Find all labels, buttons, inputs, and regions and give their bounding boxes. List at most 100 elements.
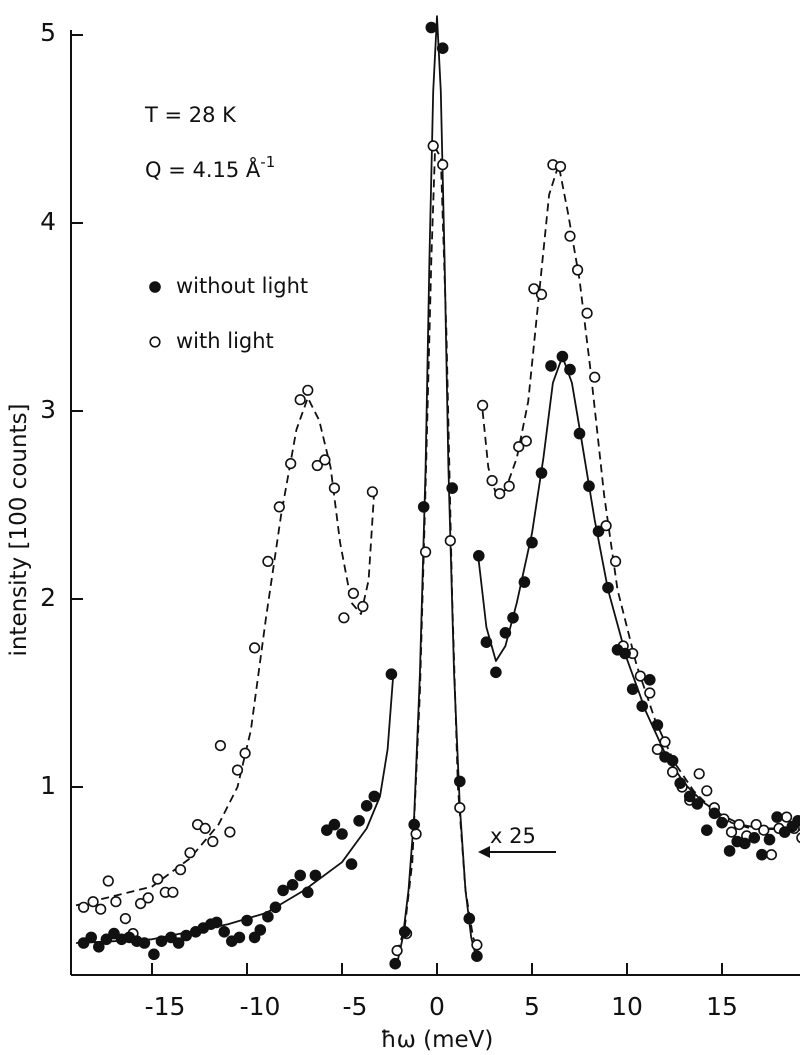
- data-point-with-light: [701, 785, 713, 797]
- data-point-without-light: [389, 957, 402, 970]
- data-points: [77, 21, 800, 970]
- data-point-with-light: [486, 475, 498, 487]
- data-point-with-light: [659, 736, 671, 748]
- data-point-with-light: [750, 818, 762, 831]
- data-point-with-light: [733, 818, 745, 831]
- data-point-with-light: [437, 159, 449, 171]
- data-point-without-light: [526, 536, 538, 549]
- data-point-with-light: [77, 901, 90, 913]
- data-point-with-light: [347, 587, 360, 600]
- legend-label-with-light: with light: [176, 329, 274, 353]
- data-point-with-light: [427, 140, 439, 152]
- data-point-with-light: [693, 768, 705, 780]
- data-point-with-light: [666, 766, 679, 778]
- data-point-without-light: [241, 914, 253, 927]
- data-point-with-light: [503, 480, 515, 492]
- data-point-without-light: [763, 833, 776, 846]
- data-point-with-light: [294, 394, 306, 406]
- data-point-without-light: [602, 581, 614, 594]
- data-point-with-light: [207, 835, 219, 848]
- data-point-with-light: [142, 892, 154, 904]
- data-point-with-light: [174, 864, 187, 876]
- tick-labels: -15 -10 -5 0 5 10 15 1 2 3 4 5: [40, 18, 738, 1021]
- data-point-without-light: [180, 929, 192, 942]
- data-point-without-light: [425, 21, 438, 34]
- data-point-with-light: [494, 488, 506, 500]
- data-point-with-light: [319, 454, 331, 466]
- data-point-with-light: [102, 875, 114, 887]
- data-point-without-light: [626, 683, 639, 695]
- annotations: T = 28 K Q = 4.15 Å-1 x 25: [144, 103, 556, 858]
- data-point-without-light: [302, 886, 314, 899]
- x-tick-label: 10: [611, 992, 643, 1021]
- q-exponent: -1: [260, 153, 275, 171]
- data-point-without-light: [573, 427, 586, 440]
- data-point-with-light: [231, 764, 244, 776]
- legend-marker-open: [149, 336, 161, 348]
- data-point-with-light: [152, 873, 164, 885]
- data-point-without-light: [701, 824, 713, 836]
- data-point-with-light: [651, 743, 664, 756]
- data-point-without-light: [254, 924, 267, 936]
- data-point-with-light: [224, 826, 236, 838]
- y-axis-title: intensity [100 counts]: [6, 403, 32, 656]
- fit-curve-without-light: [477, 355, 798, 830]
- data-point-with-light: [765, 849, 778, 861]
- data-point-with-light: [110, 896, 122, 908]
- data-point-with-light: [528, 283, 540, 295]
- data-point-without-light: [471, 950, 483, 962]
- data-point-with-light: [87, 896, 99, 908]
- data-point-without-light: [480, 636, 493, 648]
- data-point-with-light: [328, 482, 341, 494]
- data-point-with-light: [644, 687, 656, 699]
- data-point-with-light: [535, 288, 548, 301]
- data-point-without-light: [708, 807, 721, 820]
- data-point-with-light: [477, 399, 489, 412]
- data-point-without-light: [674, 777, 686, 789]
- data-point-with-light: [262, 555, 274, 568]
- y-tick-label: 2: [40, 583, 56, 612]
- data-point-with-light: [214, 739, 226, 752]
- data-point-with-light: [366, 486, 379, 498]
- data-point-with-light: [780, 811, 793, 823]
- data-point-without-light: [85, 931, 97, 944]
- x-tick-label: 5: [524, 992, 540, 1021]
- data-point-with-light: [184, 847, 196, 859]
- data-point-without-light: [328, 818, 341, 831]
- data-point-without-light: [233, 931, 246, 944]
- data-point-with-light: [357, 600, 369, 613]
- data-point-without-light: [155, 935, 168, 947]
- data-point-without-light: [756, 848, 768, 861]
- data-point-without-light: [436, 42, 449, 54]
- data-point-with-light: [420, 546, 432, 558]
- data-point-without-light: [644, 674, 656, 686]
- x-tick-label: 0: [429, 992, 445, 1021]
- data-point-without-light: [210, 916, 223, 929]
- data-point-without-light: [360, 800, 373, 812]
- fit-curve-without-light: [75, 674, 395, 944]
- data-point-without-light: [385, 668, 398, 680]
- data-point-with-light: [554, 161, 567, 173]
- data-point-with-light: [199, 822, 211, 835]
- data-point-with-light: [609, 555, 622, 568]
- data-point-with-light: [410, 828, 422, 840]
- data-point-with-light: [239, 747, 251, 759]
- legend-marker-filled: [149, 281, 161, 293]
- data-point-with-light: [119, 912, 131, 925]
- x-tick-label: -5: [343, 992, 368, 1021]
- data-point-without-light: [545, 360, 557, 372]
- data-point-with-light: [338, 612, 350, 624]
- data-point-with-light: [571, 264, 584, 276]
- data-point-without-light: [286, 879, 299, 891]
- data-point-without-light: [792, 815, 800, 827]
- data-point-without-light: [748, 832, 761, 844]
- legend-label-without-light: without light: [176, 274, 308, 298]
- data-point-with-light: [520, 435, 532, 447]
- data-point-without-light: [277, 884, 289, 897]
- data-point-without-light: [262, 910, 274, 923]
- data-point-without-light: [345, 858, 358, 870]
- axes: [70, 30, 800, 976]
- data-point-without-light: [336, 828, 348, 840]
- data-point-with-light: [564, 230, 576, 242]
